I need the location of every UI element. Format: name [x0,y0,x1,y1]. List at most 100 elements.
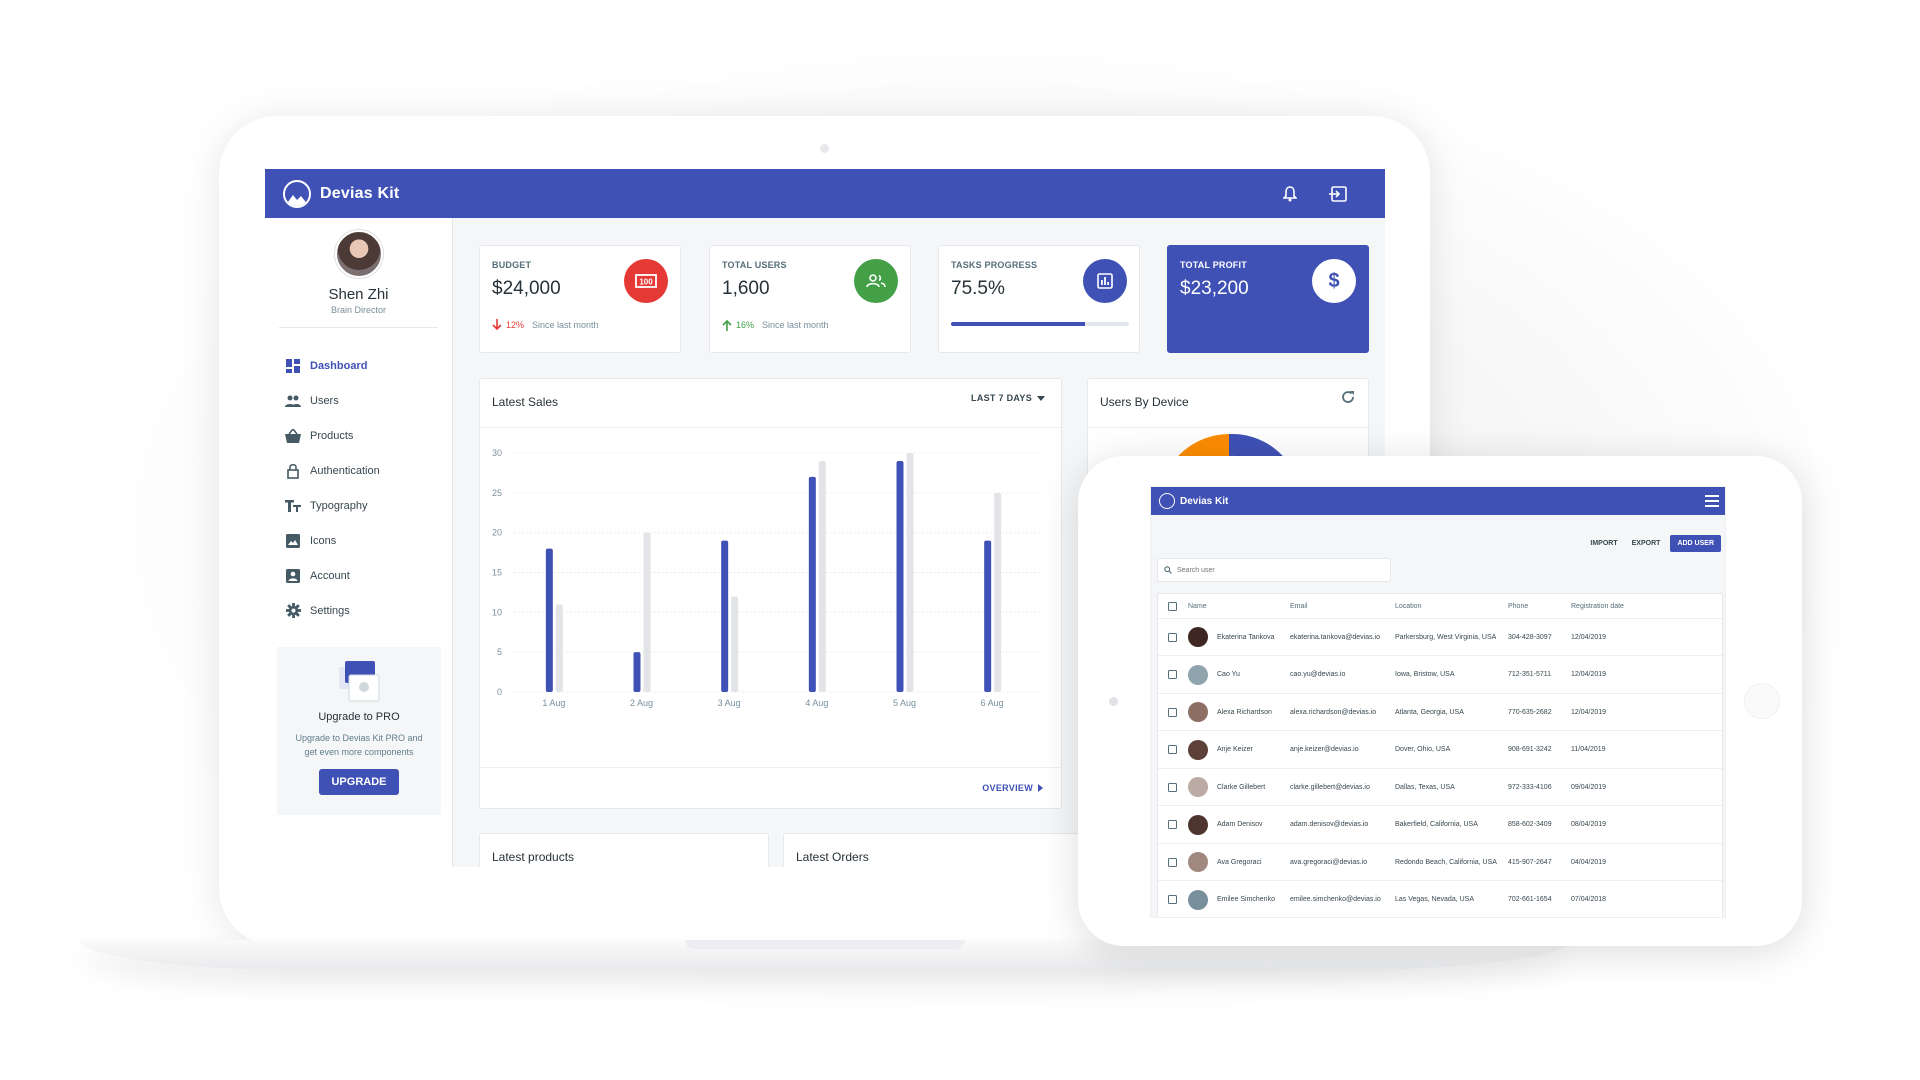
table-row[interactable]: Anje Keizer anje.keizer@devias.io Dover, O… [1158,732,1724,769]
sidebar-item-label: Dashboard [310,359,368,372]
row-checkbox[interactable] [1168,895,1177,904]
avatar[interactable] [334,230,383,278]
sidebar-item-label: Users [310,394,339,407]
range-dropdown[interactable]: LAST 7 DAYS [971,393,1045,403]
column-header-email[interactable]: Email [1290,602,1308,610]
import-button[interactable]: IMPORT [1590,540,1618,547]
user-phone: 712-351-5711 [1508,671,1552,678]
row-checkbox[interactable] [1168,745,1177,754]
row-checkbox[interactable] [1168,707,1177,717]
user-name: Emilee Simchenko [1217,896,1275,903]
user-phone: 972-333-4106 [1508,783,1552,791]
user-registration-date: 07/04/2018 [1571,896,1607,903]
menu-icon[interactable] [1705,495,1719,507]
bar-this-period[interactable] [721,540,729,692]
budget-diff: 12% Since last month [492,319,599,331]
arrow-up-icon [722,319,732,331]
tablet-app-name: Devias Kit [1180,495,1229,507]
upgrade-button[interactable]: UPGRADE [319,769,399,795]
bar-this-period[interactable] [984,540,992,692]
app-logo[interactable]: Devias Kit [283,179,399,208]
sidebar-item-users[interactable]: Users [265,383,452,418]
x-tick-label: 3 Aug [718,698,741,708]
budget-card: BUDGET $24,000 100 12% Since last month [479,245,681,353]
sidebar-item-label: Typography [310,499,368,512]
user-location: Bakerfield, California, USA [1395,821,1478,828]
x-tick-label: 2 Aug [630,698,653,708]
table-row[interactable]: Alexa Richardson alexa.richardson@devias.… [1158,694,1724,731]
sidebar-item-label: Products [310,429,354,442]
user-email: ekaterina.tankova@devias.io [1290,633,1380,641]
add-user-button[interactable]: ADD USER [1670,535,1721,552]
profile-role: Brain Director [330,305,386,315]
y-tick-label: 5 [497,647,502,657]
row-checkbox[interactable] [1168,820,1177,829]
bar-previous-period[interactable] [555,604,563,692]
bar-previous-period[interactable] [906,453,914,692]
avatar [1188,627,1208,647]
table-row[interactable]: Ava Gregoraci ava.gregoraci@devias.io Redo… [1158,844,1724,881]
bar-this-period[interactable] [545,548,553,692]
row-checkbox[interactable] [1168,670,1177,679]
users-since: Since last month [762,320,829,330]
user-registration-date: 11/04/2019 [1571,746,1606,753]
sidebar-item-account[interactable]: Account [265,558,452,593]
sidebar-item-label: Account [310,569,350,582]
bar-previous-period[interactable] [643,532,651,692]
user-phone: 908-691-3242 [1508,746,1552,753]
column-header-location[interactable]: Location [1395,602,1422,610]
divider [279,327,438,328]
search-input[interactable] [1177,566,1377,574]
table-row[interactable]: Cao Yu cao.yu@devias.io Iowa, Bristow, USA… [1158,657,1724,694]
users-value: 1,600 [722,278,770,299]
user-registration-date: 04/04/2019 [1571,858,1607,866]
user-registration-date: 12/04/2019 [1571,633,1607,641]
total-profit-card: TOTAL PROFIT $23,200 $ [1167,245,1369,353]
user-email: ava.gregoraci@devias.io [1290,858,1368,866]
bar-this-period[interactable] [808,476,816,692]
y-tick-label: 25 [492,488,502,498]
sidebar-item-icons[interactable]: Icons [265,523,452,558]
logout-icon[interactable] [1327,183,1349,205]
export-button[interactable]: EXPORT [1631,540,1661,547]
sidebar-item-label: Settings [310,604,350,617]
sales-bar-chart: 0 5 10 15 20 25 30 1 Aug 2 Aug 3 Aug 4 Aug 5 Aug 6 A… [492,448,1040,708]
user-name: Alexa Richardson [1217,708,1272,716]
bar-this-period[interactable] [633,652,641,692]
y-tick-label: 0 [497,687,502,697]
table-row[interactable]: Adam Denisov adam.denisov@devias.io Bakerf… [1158,807,1724,844]
upgrade-illustration-icon [335,657,383,705]
refresh-icon[interactable] [1340,389,1358,407]
sidebar-nav: Dashboard Users Products Authentication … [265,348,452,628]
sidebar-item-settings[interactable]: Settings [265,593,452,628]
search-box [1157,558,1391,582]
table-row[interactable]: Clarke Gillebert clarke.gillebert@devias.… [1158,769,1724,806]
table-row[interactable]: Emilee Simchenko emilee.simchenko@devias.… [1158,882,1724,918]
bar-this-period[interactable] [896,460,904,692]
select-all-checkbox[interactable] [1168,601,1177,611]
bell-icon[interactable] [1279,183,1301,205]
overview-button[interactable]: OVERVIEW [982,783,1043,793]
sidebar-item-authentication[interactable]: Authentication [265,453,452,488]
column-header-phone[interactable]: Phone [1508,602,1529,610]
money-icon: 100 [624,259,668,303]
divider [480,767,1061,768]
row-checkbox[interactable] [1168,632,1177,642]
people-icon [854,259,898,303]
column-header-registration-date[interactable]: Registration date [1571,602,1624,610]
overview-label: OVERVIEW [982,783,1033,793]
row-checkbox[interactable] [1168,857,1177,867]
text-fields-icon [285,498,301,514]
table-row[interactable]: Ekaterina Tankova ekaterina.tankova@devia… [1158,619,1724,656]
sidebar-item-products[interactable]: Products [265,418,452,453]
bar-previous-period[interactable] [994,492,1002,692]
dollar-icon: $ [1312,259,1356,303]
mountain-logo-icon [1159,493,1175,509]
column-header-name[interactable]: Name [1188,602,1207,610]
sidebar-item-typography[interactable]: Typography [265,488,452,523]
bar-previous-period[interactable] [731,596,739,692]
user-location: Redondo Beach, California, USA [1395,858,1497,866]
bar-previous-period[interactable] [818,460,826,692]
sidebar-item-dashboard[interactable]: Dashboard [265,348,452,383]
row-checkbox[interactable] [1168,782,1177,792]
